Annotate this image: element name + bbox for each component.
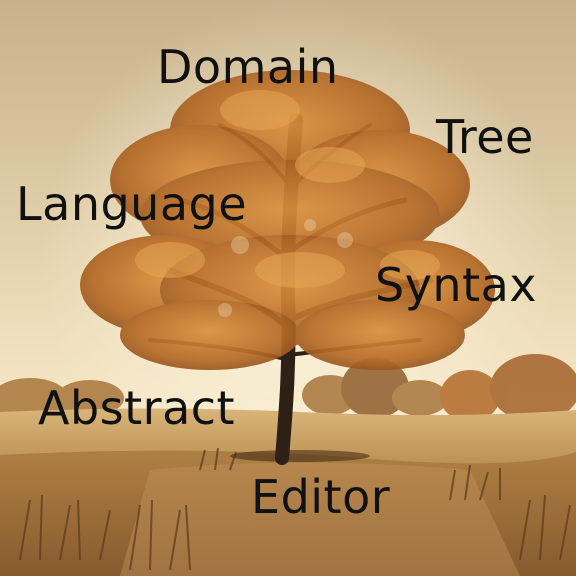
- foliage-highlights: [135, 90, 440, 288]
- word-syntax: Syntax: [375, 258, 538, 312]
- dirt-path: [120, 462, 520, 576]
- field-shadow: [0, 450, 576, 576]
- tree-shadow: [230, 450, 370, 462]
- word-tree: Tree: [436, 110, 534, 164]
- grass-tufts: [19, 447, 571, 571]
- word-language: Language: [16, 177, 248, 231]
- distant-trees: [0, 354, 576, 422]
- word-editor: Editor: [251, 470, 391, 524]
- foliage-gaps: [218, 219, 353, 317]
- word-domain: Domain: [157, 40, 339, 94]
- word-abstract: Abstract: [38, 381, 236, 435]
